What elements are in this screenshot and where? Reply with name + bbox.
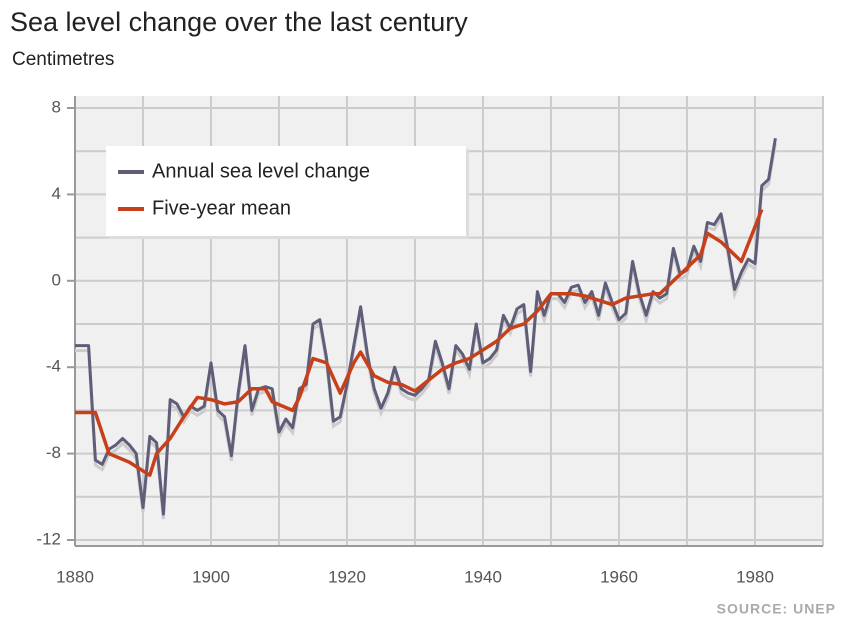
legend-label: Five-year mean: [152, 197, 291, 219]
x-tick-label: 1980: [736, 567, 774, 586]
y-tick-label: -4: [46, 357, 61, 376]
legend: [106, 146, 466, 236]
y-tick-label: 4: [52, 184, 61, 203]
y-tick-label: -12: [36, 529, 61, 548]
chart-subtitle: Centimetres: [12, 49, 114, 70]
source: SOURCE: UNEP: [717, 601, 836, 617]
x-tick-label: 1880: [56, 567, 94, 586]
x-tick-label: 1920: [328, 567, 366, 586]
y-tick-label: 8: [52, 97, 61, 116]
x-tick-label: 1900: [192, 567, 230, 586]
y-tick-label: -8: [46, 443, 61, 462]
y-tick-label: 0: [52, 270, 61, 289]
chart-title: Sea level change over the last century: [10, 7, 468, 37]
legend-label: Annual sea level change: [152, 160, 370, 182]
x-tick-label: 1940: [464, 567, 502, 586]
line-shadow: [75, 142, 777, 520]
data-line: [75, 208, 764, 477]
x-tick-label: 1960: [600, 567, 638, 586]
